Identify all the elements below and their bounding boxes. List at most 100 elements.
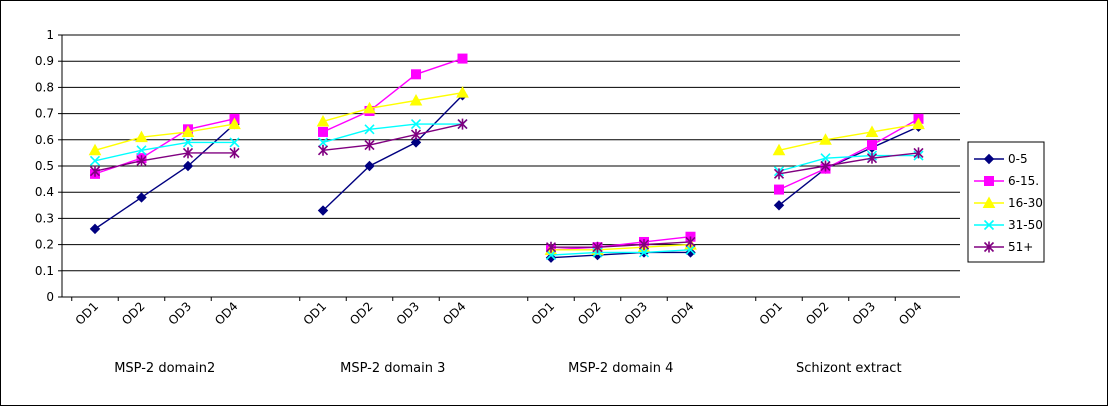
data-point — [638, 239, 650, 251]
data-point — [410, 137, 422, 148]
y-tick-label: 0.2 — [35, 238, 54, 252]
data-point — [182, 147, 194, 159]
data-point — [456, 86, 469, 98]
data-point — [983, 219, 995, 231]
series-line — [322, 57, 463, 133]
data-point — [364, 124, 375, 135]
series-line — [322, 123, 463, 151]
data-point — [135, 130, 148, 143]
data-point — [685, 236, 696, 248]
data-point — [982, 196, 996, 208]
x-tick-label: OD2 — [803, 299, 832, 328]
y-tick-label: 0.5 — [35, 159, 54, 173]
data-point — [136, 145, 147, 156]
series-line — [551, 241, 691, 248]
legend-label: 0-5 — [1008, 152, 1028, 166]
series-16-30 — [88, 117, 241, 156]
data-point — [820, 160, 831, 172]
y-tick-label: 0.1 — [35, 264, 54, 278]
series-line — [550, 251, 691, 259]
data-point — [228, 117, 241, 130]
y-tick-label: 0 — [46, 290, 54, 304]
series-16-30 — [316, 86, 469, 127]
series-line — [94, 141, 235, 162]
data-point — [182, 137, 194, 148]
data-point — [545, 252, 557, 263]
legend-label: 16-30 — [1008, 196, 1043, 210]
data-point — [638, 247, 650, 258]
legend-item: 0-5 — [974, 152, 1028, 166]
legend-item: 16-30 — [974, 196, 1043, 210]
series-line — [778, 126, 919, 206]
data-point — [363, 101, 376, 114]
series-line — [94, 123, 235, 230]
data-point — [545, 250, 557, 261]
x-tick-label: OD3 — [394, 299, 423, 328]
x-tick-label: OD1 — [757, 299, 786, 328]
x-tick-label: OD2 — [347, 299, 376, 328]
data-point — [592, 241, 603, 253]
legend-box — [967, 141, 1045, 263]
data-point — [545, 241, 557, 253]
data-point — [912, 117, 925, 130]
x-tick-label: OD3 — [622, 299, 651, 328]
data-point — [317, 137, 329, 148]
series-line — [550, 249, 691, 256]
x-tick-label: OD4 — [212, 299, 241, 328]
y-axis: 0 0.1 0.2 0.3 0.4 0.5 0.6 0.7 0.8 0.9 1 — [35, 28, 63, 304]
y-tick-label: 0.8 — [35, 80, 54, 94]
group-label: MSP-2 domain 4 — [568, 361, 673, 376]
data-point — [89, 155, 101, 166]
legend-item: 31-50 — [974, 218, 1043, 232]
series-0-5 — [317, 90, 468, 216]
y-tick-label: 0.9 — [35, 54, 54, 68]
x-tick-label: OD1 — [529, 299, 558, 328]
data-point — [866, 152, 878, 164]
y-tick-label: 0.4 — [35, 185, 54, 199]
x-tick-label: OD4 — [440, 299, 469, 328]
series-line — [778, 152, 919, 175]
legend-label: 51+ — [1008, 240, 1033, 254]
data-point — [317, 205, 329, 216]
data-point — [318, 126, 328, 137]
series-0-5 — [89, 118, 240, 235]
series-31-50 — [89, 137, 240, 166]
x-axis: OD1 OD2 OD3 OD4 MSP-2 domain2 OD1 OD2 OD3 OD4 MSP… — [62, 296, 960, 376]
legend-item: 6-15. — [974, 174, 1039, 188]
data-point — [136, 155, 147, 167]
series-51+ — [89, 147, 240, 177]
x-tick-label: OD1 — [301, 299, 330, 328]
data-point — [410, 129, 422, 141]
data-point — [364, 139, 375, 151]
series-16-30 — [772, 117, 925, 156]
data-point — [182, 160, 194, 172]
x-tick-label: OD2 — [119, 299, 148, 328]
data-point — [774, 184, 784, 195]
x-tick-label: OD1 — [73, 299, 102, 328]
legend-label: 6-15. — [1008, 174, 1039, 188]
data-point — [409, 93, 423, 106]
data-point — [819, 133, 832, 145]
data-point — [913, 147, 924, 159]
series-line — [778, 123, 919, 151]
data-point — [411, 69, 421, 80]
series-line — [322, 123, 463, 144]
data-point — [983, 153, 995, 165]
data-point — [181, 125, 195, 137]
series-layer — [88, 53, 925, 263]
series-line — [551, 243, 691, 251]
series-line — [322, 94, 463, 212]
group-label: MSP-2 domain2 — [114, 361, 215, 376]
data-point — [984, 176, 994, 186]
data-point — [89, 165, 101, 177]
x-tick-label: OD3 — [166, 299, 195, 328]
series-line — [94, 152, 235, 172]
data-point — [772, 143, 786, 156]
data-point — [229, 137, 240, 148]
y-tick-label: 0.6 — [35, 133, 54, 147]
legend-label: 31-50 — [1008, 218, 1043, 232]
legend-item: 51+ — [974, 240, 1033, 254]
data-point — [457, 53, 468, 64]
data-point — [983, 241, 995, 253]
